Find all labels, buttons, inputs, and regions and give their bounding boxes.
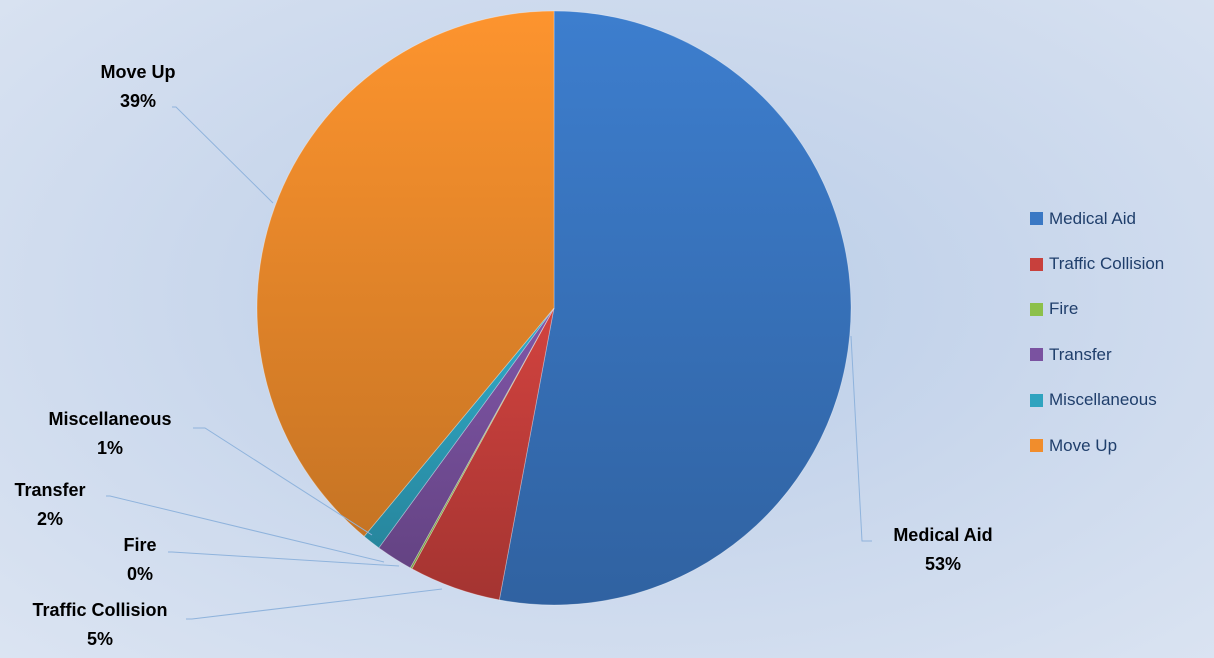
data-label-name-medical-aid: Medical Aid [893,525,992,545]
data-label-value-traffic-collision: 5% [87,629,113,649]
leader-line-move-up [172,106,274,204]
legend-label: Traffic Collision [1049,254,1165,274]
data-label-name-traffic-collision: Traffic Collision [32,600,167,620]
legend-label: Fire [1049,299,1079,319]
legend-label: Medical Aid [1049,208,1136,228]
legend-item-miscellaneous: Miscellaneous [1030,378,1164,423]
legend-item-fire: Fire [1030,287,1164,332]
legend-swatch [1030,257,1043,271]
legend-label: Miscellaneous [1049,390,1157,410]
pie-slice-transfer [378,307,555,569]
legend-swatch [1030,439,1043,453]
data-label-value-transfer: 2% [37,509,63,529]
pie-slice-move-up [256,10,555,537]
data-label-name-transfer: Transfer [14,480,85,500]
legend-swatch [1030,212,1043,226]
legend-label: Transfer [1049,344,1112,364]
legend-swatch [1030,302,1043,316]
legend-label: Move Up [1049,435,1118,455]
pie-slice-miscellaneous [363,307,555,549]
data-label-value-move-up: 39% [120,91,156,111]
legend: Medical Aid Traffic Collision Fire Trans… [1030,196,1164,468]
legend-item-medical-aid: Medical Aid [1030,196,1164,241]
legend-item-transfer: Transfer [1030,332,1164,377]
leader-line-fire [168,551,400,567]
leader-line-transfer [106,495,385,563]
pie-slice-medical-aid [498,10,852,606]
data-label-name-move-up: Move Up [100,62,175,82]
pie-slice-traffic-collision [411,307,555,601]
leader-line-medical-aid [850,335,872,542]
data-label-value-fire: 0% [127,564,153,584]
legend-item-move-up: Move Up [1030,423,1164,468]
legend-swatch [1030,393,1043,407]
data-label-value-miscellaneous: 1% [97,438,123,458]
data-label-name-fire: Fire [123,535,156,555]
legend-item-traffic-collision: Traffic Collision [1030,241,1164,286]
leader-line-traffic-collision [186,588,443,620]
data-label-name-miscellaneous: Miscellaneous [48,409,171,429]
data-label-value-medical-aid: 53% [925,554,961,574]
pie-slice-fire [409,307,555,570]
leader-line-miscellaneous [193,427,373,536]
legend-swatch [1030,348,1043,362]
